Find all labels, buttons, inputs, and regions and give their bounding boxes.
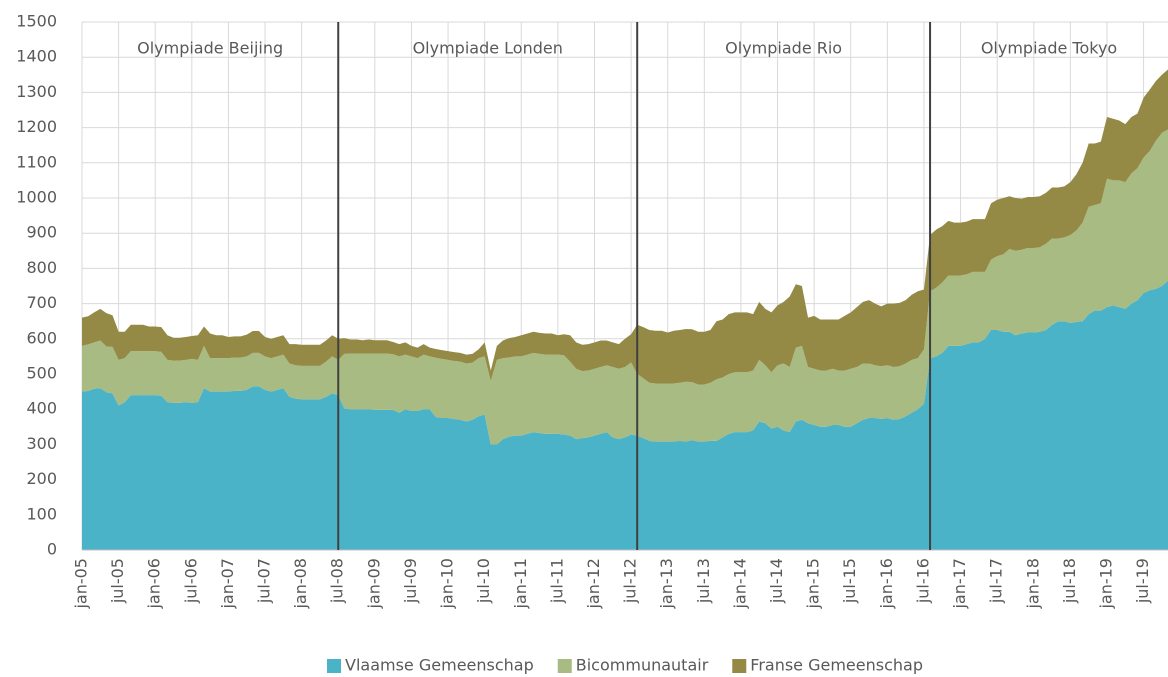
y-tick-label: 700 [26,293,57,312]
x-tick-label: jul-12 [621,558,640,604]
x-tick-label: jul-14 [767,558,786,604]
x-tick-label: jan-07 [218,558,237,610]
y-tick-label: 300 [26,434,57,453]
period-label: Olympiade Rio [725,39,842,58]
y-tick-label: 1300 [16,82,57,101]
legend: Vlaamse Gemeenschap Bicommunautair Franse … [327,656,923,675]
x-tick-label: jul-19 [1133,558,1152,604]
x-tick-label: jul-13 [694,558,713,604]
x-tick-label: jan-19 [1096,558,1115,610]
y-tick-label: 100 [26,504,57,523]
x-tick-label: jul-10 [474,558,493,604]
legend-label: Franse Gemeenschap [750,656,923,675]
x-tick-label: jul-05 [108,558,127,604]
x-tick-label: jan-12 [584,558,603,610]
x-tick-label: jan-06 [145,558,164,610]
x-tick-label: jul-17 [987,558,1006,604]
legend-label: Bicommunautair [576,656,709,675]
x-tick-label: jan-18 [1023,558,1042,610]
x-tick-label: jan-10 [438,558,457,610]
x-tick-label: jan-08 [291,558,310,610]
x-tick-label: jul-16 [913,558,932,604]
legend-swatch [557,659,572,673]
x-tick-label: jul-08 [328,558,347,604]
period-label: Olympiade Beijing [137,39,283,58]
y-tick-label: 1200 [16,117,57,136]
x-tick-label: jul-07 [255,558,274,604]
y-tick-label: 600 [26,328,57,347]
y-tick-label: 1000 [16,188,57,207]
period-label: Olympiade Londen [413,39,563,58]
legend-swatch [732,659,747,673]
y-tick-label: 800 [26,258,57,277]
y-tick-label: 900 [26,223,57,242]
area [82,129,1168,445]
x-tick-label: jul-18 [1060,558,1079,604]
x-tick-label: jul-06 [181,558,200,604]
x-tick-label: jan-11 [511,558,530,610]
x-tick-label: jan-09 [364,558,383,610]
y-tick-label: 1400 [16,47,57,66]
legend-swatch [327,659,342,673]
x-tick-label: jul-15 [840,558,859,604]
y-tick-label: 1100 [16,152,57,171]
x-tick-label: jan-17 [950,558,969,610]
y-tick-label: 200 [26,469,57,488]
x-tick-label: jan-15 [804,558,823,610]
y-tick-label: 0 [47,540,57,559]
x-tick-label: jan-13 [657,558,676,610]
area [82,280,1168,550]
y-tick-label: 400 [26,399,57,418]
period-label: Olympiade Tokyo [981,39,1117,58]
x-tick-label: jul-09 [401,558,420,604]
y-tick-label: 500 [26,364,57,383]
x-tick-label: jan-05 [72,558,91,610]
y-tick-label: 1500 [16,12,57,31]
legend-label: Vlaamse Gemeenschap [345,656,534,675]
x-tick-label: jul-11 [547,558,566,604]
x-tick-label: jan-14 [730,558,749,610]
x-tick-label: jan-16 [877,558,896,610]
area [82,69,1168,385]
